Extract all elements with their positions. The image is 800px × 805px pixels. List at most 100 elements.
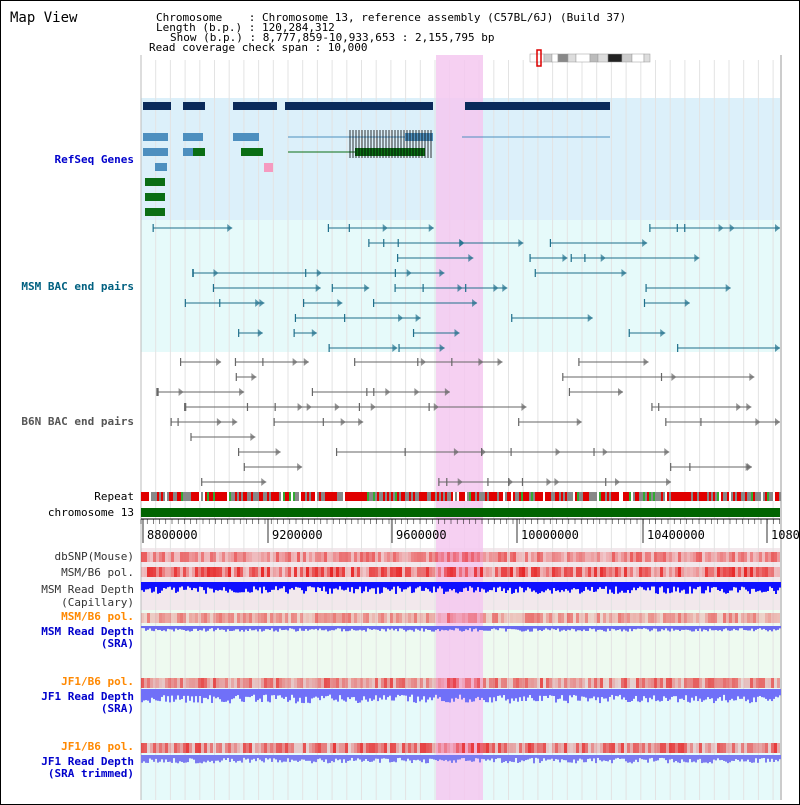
read-depth-bar <box>751 689 753 703</box>
refseq-genes-label[interactable]: RefSeq Genes <box>54 153 134 166</box>
repeat-segment <box>629 492 631 501</box>
read-depth-bar <box>627 689 629 703</box>
read-depth-bar <box>569 755 571 763</box>
read-depth-bar <box>641 689 643 701</box>
read-depth-bar <box>343 582 345 591</box>
repeat-segment <box>227 492 229 501</box>
repeat-segment <box>559 492 561 501</box>
repeat-segment <box>755 492 757 501</box>
polymorphism-cell <box>165 678 168 688</box>
read-depth-bar <box>479 626 481 630</box>
read-depth-bar <box>563 626 565 630</box>
read-depth-bar <box>617 582 619 594</box>
repeat-segment <box>639 492 641 501</box>
repeat-segment <box>165 492 167 501</box>
read-depth-bar <box>715 755 717 761</box>
polymorphism-cell <box>390 567 393 577</box>
read-depth-bar <box>445 626 447 631</box>
read-depth-bar <box>679 689 681 699</box>
read-depth-bar <box>611 689 613 695</box>
polymorphism-cell <box>684 613 687 623</box>
read-depth-bar <box>321 626 323 631</box>
repeat-segment <box>587 492 589 501</box>
polymorphism-cell <box>348 567 351 577</box>
read-depth-bar <box>215 626 217 630</box>
msm-bac-label[interactable]: MSM BAC end pairs <box>21 280 134 293</box>
read-depth-bar <box>527 582 529 588</box>
polymorphism-cell <box>441 678 444 688</box>
polymorphism-cell <box>531 552 534 562</box>
gene-block <box>145 193 165 201</box>
read-depth-bar <box>243 582 245 593</box>
polymorphism-cell <box>459 613 462 623</box>
polymorphism-cell <box>198 678 201 688</box>
polymorphism-cell <box>486 743 489 753</box>
polymorphism-cell <box>162 552 165 562</box>
polymorphism-cell <box>684 678 687 688</box>
polymorphism-cell <box>579 567 582 577</box>
polymorphism-cell <box>267 613 270 623</box>
read-depth-bar <box>583 626 585 630</box>
read-depth-bar <box>229 755 231 762</box>
repeat-segment <box>161 492 163 501</box>
read-depth-bar <box>765 582 767 592</box>
read-depth-bar <box>451 582 453 591</box>
read-depth-bar <box>539 755 541 763</box>
polymorphism-cell <box>306 678 309 688</box>
read-depth-bar <box>713 582 715 588</box>
repeat-segment <box>515 492 517 501</box>
read-depth-bar <box>513 626 515 630</box>
read-depth-bar <box>623 755 625 759</box>
length-info: Length (b.p.) : 120,284,312 <box>156 21 335 34</box>
polymorphism-cell <box>402 567 405 577</box>
polymorphism-cell <box>759 567 762 577</box>
read-depth-bar <box>395 689 397 698</box>
b6n-bac-label[interactable]: B6N BAC end pairs <box>21 415 134 428</box>
read-depth-bar <box>255 626 257 630</box>
read-depth-bar <box>385 755 387 759</box>
read-depth-bar <box>525 689 527 701</box>
read-depth-bar <box>253 755 255 759</box>
polymorphism-cell <box>711 613 714 623</box>
read-depth-bar <box>205 626 207 632</box>
read-depth-bar <box>405 582 407 590</box>
repeat-segment <box>439 492 441 501</box>
read-depth-bar <box>465 689 467 703</box>
polymorphism-cell <box>528 567 531 577</box>
polymorphism-cell <box>447 678 450 688</box>
polymorphism-cell <box>369 678 372 688</box>
repeat-segment <box>291 492 293 501</box>
read-depth-bar <box>383 755 385 759</box>
axis-tick-label: 10000000 <box>521 528 579 542</box>
read-depth-bar <box>171 689 173 696</box>
polymorphism-cell <box>327 678 330 688</box>
read-depth-bar <box>587 626 589 631</box>
repeat-segment <box>389 492 391 501</box>
read-depth-bar <box>769 582 771 587</box>
read-depth-bar <box>773 582 775 591</box>
read-depth-bar <box>329 689 331 695</box>
read-depth-bar <box>307 755 309 761</box>
read-depth-bar <box>377 582 379 588</box>
repeat-segment <box>717 492 719 501</box>
read-depth-bar <box>313 582 315 588</box>
read-depth-bar <box>751 626 753 629</box>
gene-block <box>465 102 610 110</box>
read-depth-bar <box>563 582 565 592</box>
read-depth-bar <box>195 582 197 589</box>
polymorphism-cell <box>471 613 474 623</box>
repeat-segment <box>385 492 387 501</box>
repeat-segment <box>247 492 249 501</box>
read-depth-bar <box>401 626 403 629</box>
read-depth-bar <box>685 689 687 696</box>
read-depth-bar <box>513 582 515 593</box>
read-depth-bar <box>629 582 631 594</box>
polymorphism-cell <box>336 743 339 753</box>
read-depth-bar <box>635 689 637 696</box>
polymorphism-cell <box>426 567 429 577</box>
polymorphism-cell <box>402 613 405 623</box>
repeat-segment <box>245 492 247 501</box>
axis-tick-label: 9200000 <box>272 528 323 542</box>
read-depth-bar <box>297 755 299 762</box>
